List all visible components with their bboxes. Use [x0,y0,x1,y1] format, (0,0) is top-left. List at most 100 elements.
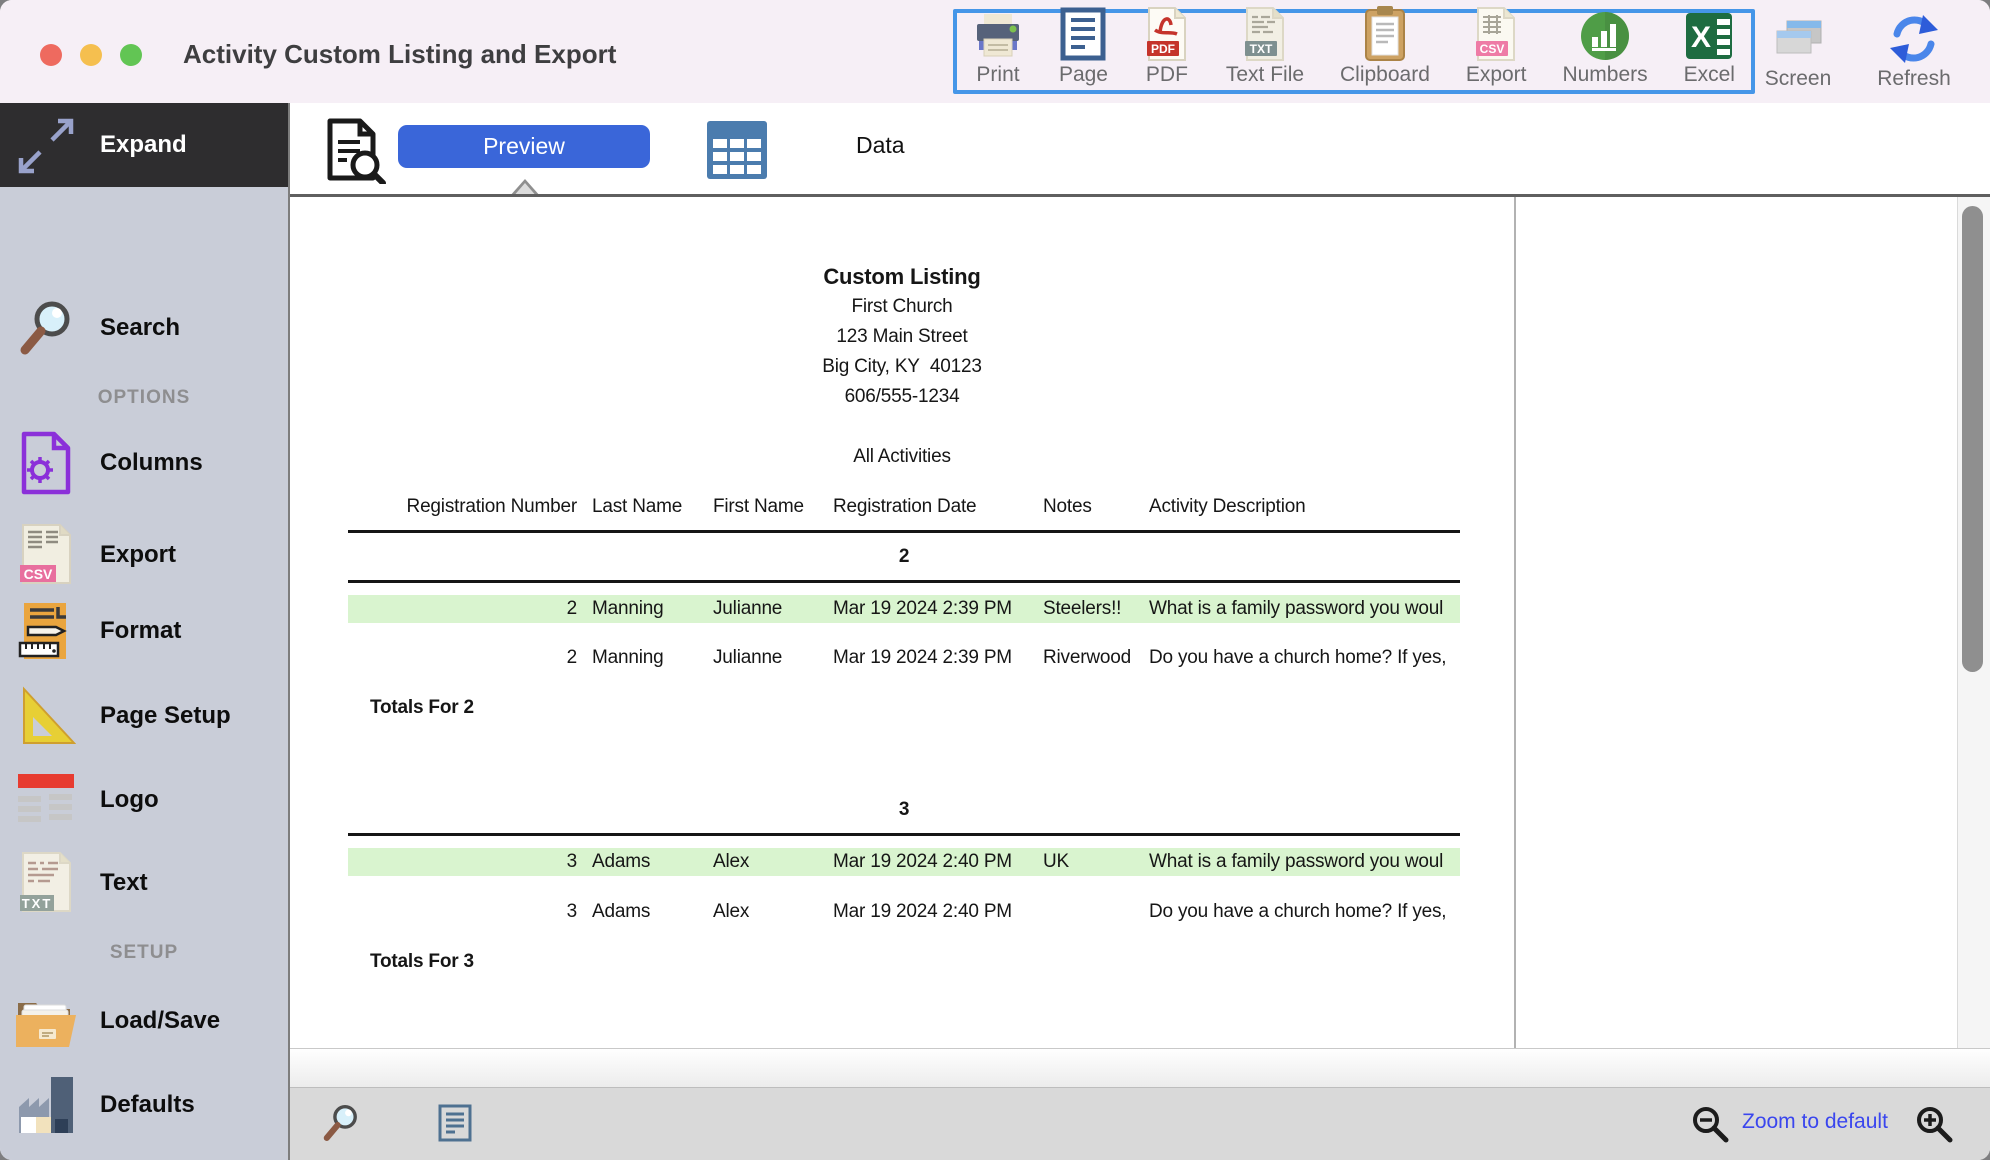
table-cell: Steelers!! [1043,598,1122,619]
table-cell: What is a family password you woul [1149,851,1444,872]
report-address: 123 Main Street [836,326,968,347]
row-highlight [348,848,1460,876]
page-icon [1060,7,1106,61]
svg-text:CSV: CSV [24,566,53,582]
report-phone: 606/555-1234 [844,386,960,407]
sidebar-item-label: Format [100,617,182,644]
sidebar-item-logo[interactable]: Logo [0,766,288,834]
table-rule [348,833,1460,836]
report-title: Custom Listing [823,264,981,289]
table-cell: UK [1043,851,1069,872]
table-cell: Mar 19 2024 2:40 PM [833,851,1012,872]
data-grid-icon[interactable] [706,120,768,185]
titlebar: Activity Custom Listing and Export Print… [0,0,1990,103]
sidebar-item-label: Logo [100,786,159,813]
preview-magnifier-document-icon [324,118,386,189]
horizontal-scroll-area [290,1048,1990,1087]
tab-data[interactable]: Data [856,132,905,158]
sidebar: Expand Search OPTIONS Columns CSV Export [0,103,290,1160]
logo-placeholder-icon [10,772,82,828]
zoom-in-icon[interactable] [1914,1104,1956,1151]
refresh-button[interactable]: Refresh [1877,15,1951,91]
column-header: Registration Date [833,496,977,517]
table-cell: Julianne [713,598,783,619]
table-cell: 2 [566,647,578,668]
group-header: 3 [898,799,910,820]
table-cell: What is a family password you woul [1149,598,1444,619]
export-csv-button[interactable]: CSV Export [1466,7,1527,87]
clipboard-icon [1364,6,1406,61]
table-cell [1043,898,1144,926]
table-cell: 2 [566,598,578,619]
tab-label: Preview [483,133,565,159]
close-window-button[interactable] [40,44,62,66]
sidebar-item-format[interactable]: Format [0,597,288,665]
sidebar-item-search[interactable]: Search [0,294,288,362]
zoom-to-default-link[interactable]: Zoom to default [1742,1110,1888,1133]
excel-button[interactable]: X Excel [1684,11,1735,87]
table-cell: Do you have a church home? If yes, [1149,647,1447,668]
clipboard-button[interactable]: Clipboard [1340,6,1430,87]
report-header: Custom Listing First Church 123 Main Str… [295,262,1509,472]
table-cell: Do you have a church home? If yes, [1149,901,1447,922]
sidebar-item-label: Search [100,314,181,341]
set-square-icon [10,685,82,747]
tab-preview[interactable]: Preview [398,125,650,168]
status-document-icon[interactable] [438,1104,472,1147]
sidebar-item-defaults[interactable]: Defaults [0,1071,288,1139]
svg-text:PDF: PDF [1151,42,1175,56]
vertical-scrollbar-thumb[interactable] [1962,206,1983,672]
column-header: Activity Description [1149,496,1306,517]
numbers-chart-icon [1580,11,1630,61]
minimize-window-button[interactable] [80,44,102,66]
row-highlight [348,595,1460,623]
sidebar-item-export[interactable]: CSV Export [0,521,288,589]
print-button[interactable]: Print [973,11,1023,87]
report-page: Custom Listing First Church 123 Main Str… [290,197,1514,1048]
columns-gear-document-icon [10,430,82,496]
column-header: Notes [1043,496,1092,517]
tab-strip-divider [290,194,1990,197]
sidebar-item-load-save[interactable]: Load/Save [0,987,288,1055]
screen-windows-icon [1771,15,1825,65]
printer-icon [973,11,1023,61]
svg-text:CSV: CSV [1480,42,1505,56]
page-button[interactable]: Page [1059,7,1108,87]
page-edge-divider [1514,197,1516,1048]
sidebar-item-columns[interactable]: Columns [0,429,288,497]
text-file-button[interactable]: TXT Text File [1226,7,1304,87]
zoom-out-icon[interactable] [1690,1104,1732,1151]
numbers-button[interactable]: Numbers [1562,11,1648,87]
folder-icon [10,993,82,1049]
table-cell: Adams [592,851,651,872]
report-organization: First Church [851,296,953,317]
window-title: Activity Custom Listing and Export [183,39,617,69]
sidebar-item-expand[interactable]: Expand [0,103,288,187]
group-header: 2 [898,546,910,567]
search-icon [10,297,82,359]
group-totals: Totals For 3 [370,951,474,972]
status-magnifier-icon[interactable] [320,1102,362,1149]
table-cell: Mar 19 2024 2:39 PM [833,598,1012,619]
svg-text:TXT: TXT [22,896,53,911]
table-cell: Alex [713,851,750,872]
column-header: First Name [713,496,804,517]
group-totals: Totals For 2 [370,697,474,718]
table-cell: Julianne [713,647,783,668]
zoom-window-button[interactable] [120,44,142,66]
expand-arrows-icon [10,115,82,175]
sidebar-item-page-setup[interactable]: Page Setup [0,682,288,750]
sidebar-item-label: Text [100,869,148,896]
svg-text:X: X [1691,21,1711,54]
txt-document-icon: TXT [10,851,82,915]
sidebar-item-label: Expand [100,131,187,158]
screen-button[interactable]: Screen [1765,15,1831,91]
format-document-icon [10,599,82,663]
pdf-button[interactable]: PDF PDF [1144,7,1190,87]
table-cell: Mar 19 2024 2:40 PM [833,901,1012,922]
txt-file-icon: TXT [1242,7,1288,61]
status-bar [290,1087,1990,1160]
sidebar-item-text[interactable]: TXT Text [0,849,288,917]
csv-file-icon: CSV [1473,7,1519,61]
